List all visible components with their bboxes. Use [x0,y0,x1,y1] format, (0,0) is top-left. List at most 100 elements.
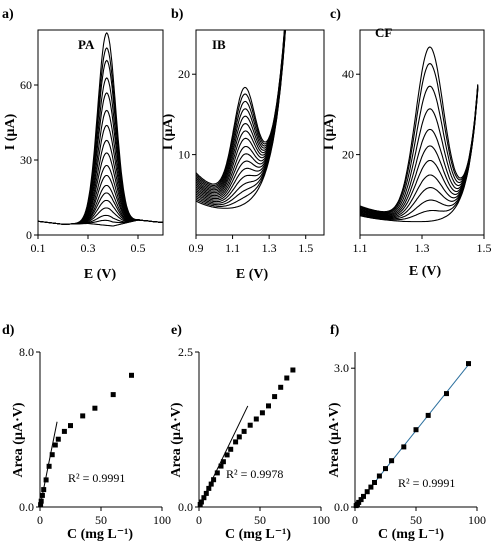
panel-a-y-axis-title: I (µA) [3,113,18,150]
panel-e-xtick-label: 0 [196,513,202,527]
panel-d-xtick-label: 50 [95,513,107,527]
panel-e-data-point [198,499,204,505]
panel-d-data-point [129,372,134,378]
panel-e-data-point [203,490,209,496]
panel-b-xtick-label: 1.1 [225,241,240,255]
panel-f-xtick-label: 50 [410,513,422,527]
panel-b-y-axis-title: I (µA) [161,113,176,150]
panel-f-ytick-label: 0.0 [334,500,349,514]
panel-f-data-point [356,499,362,505]
panel-d: d) 0 50 100 0.08.0 R² = 0.9991 C (mg L⁻¹) … [2,323,171,542]
panel-a-curve [38,215,163,224]
panel-a-xtick-label: 0.5 [131,241,146,255]
panel-e-data-point [220,459,226,465]
panel-f-yticks: 0.0 3.0 [334,361,355,514]
panel-f-data-point [425,412,431,418]
panel-b-xticks: 0.9 1.1 1.3 1.5 [189,235,313,255]
panel-c-curve [360,89,478,219]
panel-a-xtick-label: 0.3 [81,241,96,255]
panel-d-data-point [46,463,52,469]
panel-c-curve [360,47,478,212]
panel-e-data-point [201,495,207,501]
panel-f-data-point [389,458,395,464]
panel-f-data-point [401,444,407,450]
panel-a-curve [38,153,163,224]
panel-a: a) PA 0.1 0.3 0.5 0 30 60 E (V) I (µA) [2,7,164,282]
panel-c-letter: c) [330,7,341,22]
panel-f-data-point [413,427,419,433]
panel-e-data-point [208,481,214,487]
panel-d-r2-annotation: R² = 0.9991 [68,471,125,485]
panel-e-xticks: 0 50 100 [196,507,330,527]
panel-c-xticks: 1.1 1.3 1.5 [353,235,492,255]
panel-e-data-point [266,403,271,409]
panel-c-series-label: CF [375,25,392,40]
panel-c-ytick-label: 40 [342,67,354,81]
panel-f-letter: f) [330,323,340,338]
panel-b-curve [196,0,287,191]
panel-f-data-point [372,480,377,485]
panel-f-xtick-label: 0 [352,513,358,527]
panel-c-curve [360,87,478,216]
panel-e-data-point [259,410,265,416]
panel-a-curve [38,33,163,224]
panel-c-xtick-label: 1.5 [477,241,492,255]
panel-f-data-point [368,484,374,490]
panel-d-data-point [110,392,116,398]
panel-e-data-point [278,384,284,390]
panel-d-ytick-label: 0.0 [19,500,34,514]
panel-b-curve [196,0,287,188]
panel-e-data-point [218,463,224,469]
panel-e-r2-annotation: R² = 0.9978 [226,467,283,481]
panel-e-data-point [272,394,278,400]
panel-a-x-axis-title: E (V) [84,267,117,282]
panel-a-series-label: PA [78,37,95,52]
panel-b-curve [196,0,287,205]
panel-e-data-point [211,477,217,483]
panel-a-ytick-label: 60 [20,78,32,92]
panel-e-ytick-label: 2.5 [178,345,193,359]
panel-d-data-point [68,423,73,429]
panel-c-x-axis-title: E (V) [409,264,442,279]
panel-d-data-point [38,502,44,508]
panel-a-yticks: 0 30 60 [20,78,38,242]
panel-a-frame [37,29,164,236]
panel-a-xticks: 0.1 0.3 0.5 [31,235,146,255]
panel-e-data-point [214,470,220,476]
panel-f-data-point [364,489,370,495]
panel-c-curve [360,86,478,214]
panel-a-curve [38,165,163,224]
panel-c-curve [360,88,478,218]
panel-b-yticks: 10 20 [178,67,196,162]
panel-a-ytick-label: 30 [20,153,32,167]
panel-e-data-point [233,439,239,445]
panel-b: b) IB 0.9 1.1 1.3 1.5 10 20 E (V) I (µA) [161,0,325,282]
panel-e-data-point [284,375,290,381]
panel-f-xticks: 0 50 100 [352,507,486,527]
panel-c-curve [360,88,478,218]
panel-e-data-point [290,367,296,373]
panel-d-data-point [38,498,44,504]
panel-e-y-axis-title: Area (µA·V) [169,402,184,477]
panel-b-curve [196,0,287,190]
panel-e-x-axis-title: C (mg L⁻¹) [225,527,291,542]
panel-c-y-axis-title: I (µA) [322,113,337,150]
panel-b-ytick-label: 20 [178,67,190,81]
panel-b-curve [196,0,287,184]
panel-e-data-point [247,422,253,428]
panel-c-curves [360,47,478,222]
panel-e-data-point [206,485,212,491]
panel-f: f) 0 50 100 0.03.0 R² = 0.9991 C (mg L⁻¹) … [327,323,486,542]
panel-f-points [353,361,471,509]
panel-f-data-point [361,493,366,499]
panel-d-data-point [55,436,61,442]
panel-c-curve [360,90,478,222]
panel-d-points [38,372,134,508]
panel-f-data-point [358,497,364,503]
panel-e-ytick-label: 0.0 [178,500,193,514]
panel-d-yticks: 0.0 8.0 [19,345,40,514]
panel-a-ytick-label: 0 [26,228,32,242]
panel-f-ytick-label: 3.0 [334,361,349,375]
